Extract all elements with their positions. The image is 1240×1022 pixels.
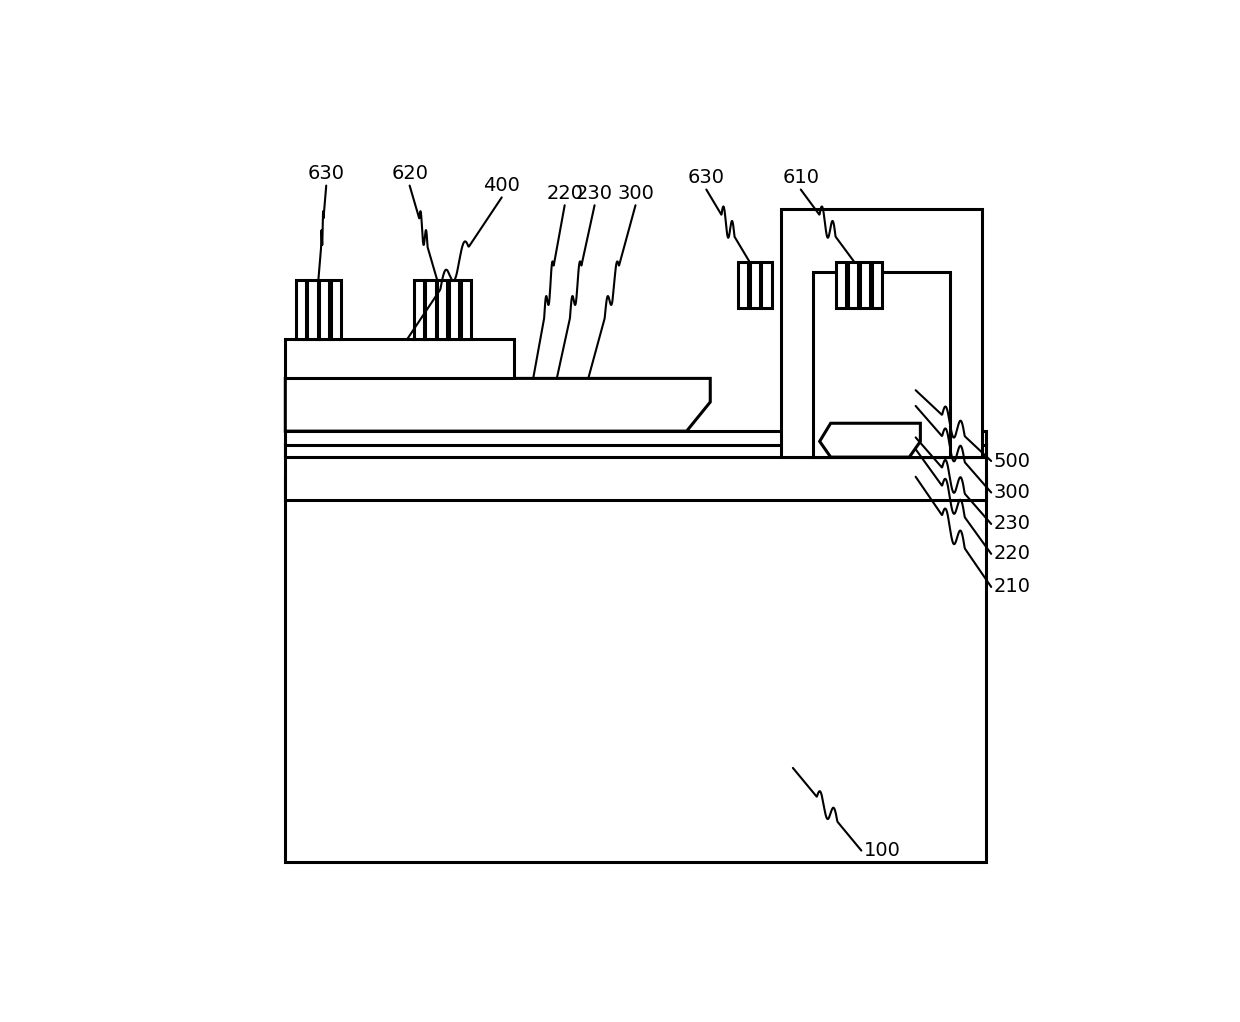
Text: 300: 300: [993, 483, 1030, 502]
Bar: [848, 262, 858, 308]
Bar: [308, 280, 317, 339]
Polygon shape: [285, 378, 711, 431]
Bar: [285, 431, 986, 446]
Bar: [438, 280, 448, 339]
Bar: [461, 280, 471, 339]
Text: 220: 220: [546, 184, 583, 203]
Bar: [285, 476, 986, 863]
Text: 220: 220: [993, 545, 1030, 563]
Bar: [449, 280, 459, 339]
Bar: [781, 210, 982, 457]
Text: 500: 500: [993, 452, 1030, 470]
Bar: [331, 280, 341, 339]
Bar: [285, 446, 986, 501]
Text: 620: 620: [391, 165, 428, 183]
Bar: [761, 262, 771, 308]
Text: 610: 610: [782, 169, 820, 187]
Bar: [414, 280, 424, 339]
Text: 400: 400: [484, 176, 520, 195]
Polygon shape: [820, 423, 920, 457]
Bar: [738, 262, 748, 308]
Text: 630: 630: [308, 165, 345, 183]
Text: 230: 230: [993, 514, 1030, 533]
Bar: [750, 262, 760, 308]
Bar: [872, 262, 882, 308]
Bar: [836, 262, 847, 308]
Text: 210: 210: [993, 577, 1030, 597]
Bar: [319, 280, 330, 339]
Bar: [859, 262, 870, 308]
Bar: [812, 272, 950, 457]
Text: 630: 630: [688, 169, 725, 187]
Bar: [425, 280, 435, 339]
Text: 300: 300: [618, 184, 653, 203]
Polygon shape: [285, 339, 513, 378]
Text: 230: 230: [577, 184, 613, 203]
Bar: [295, 280, 306, 339]
Text: 100: 100: [864, 841, 900, 861]
Bar: [285, 443, 986, 457]
